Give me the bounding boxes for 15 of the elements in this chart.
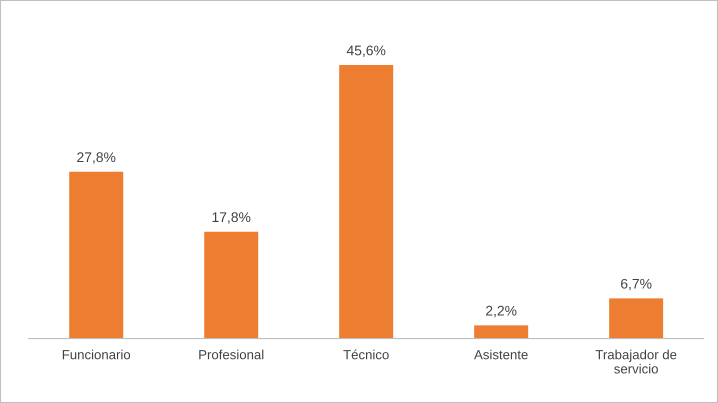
x-tick-label: Funcionario [62,350,130,360]
data-label: 27,8% [77,152,116,164]
x-tick-label: Técnico [343,349,389,360]
data-label: 17,8% [212,212,250,224]
data-label: 2,2% [486,306,516,318]
x-tick-label: Profesional [199,350,264,360]
bar [69,172,124,339]
x-tick-label: Trabajador de servicio [596,350,676,374]
bar [609,298,664,339]
bar [474,325,528,339]
bar [204,232,258,339]
bar [339,65,394,339]
data-label: 6,7% [621,278,652,290]
data-label: 45,6% [346,46,386,58]
x-tick-label: Asistente [474,350,528,360]
